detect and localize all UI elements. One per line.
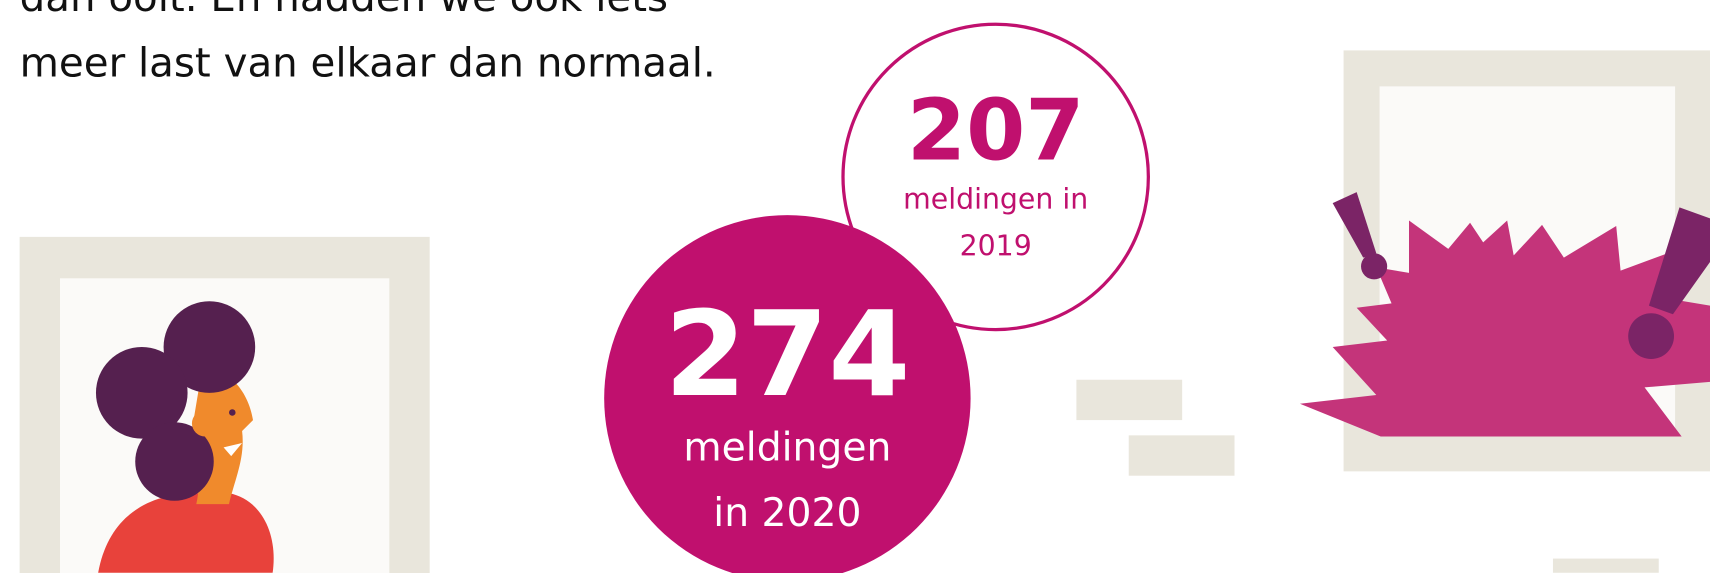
stat-circle [841, 22, 1150, 332]
brick [1128, 435, 1235, 476]
intro-line: meer last van elkaar dan normaal. [20, 40, 716, 87]
stat-label: meldingen in [903, 183, 1088, 216]
stat-number: 207 [907, 81, 1085, 180]
brick [1076, 379, 1183, 421]
stat-label: 2019 [960, 229, 1032, 262]
stat-label: meldingen [683, 425, 891, 470]
stat-label: in 2020 [713, 491, 861, 536]
person [95, 301, 274, 573]
brick [1552, 558, 1659, 573]
spiky-shape [1299, 220, 1710, 437]
exclamation [1332, 192, 1710, 360]
stat-circle [604, 215, 971, 573]
stat-number: 274 [664, 286, 910, 423]
intro-line: dan ooit. En hadden we ook iets [20, 0, 668, 21]
